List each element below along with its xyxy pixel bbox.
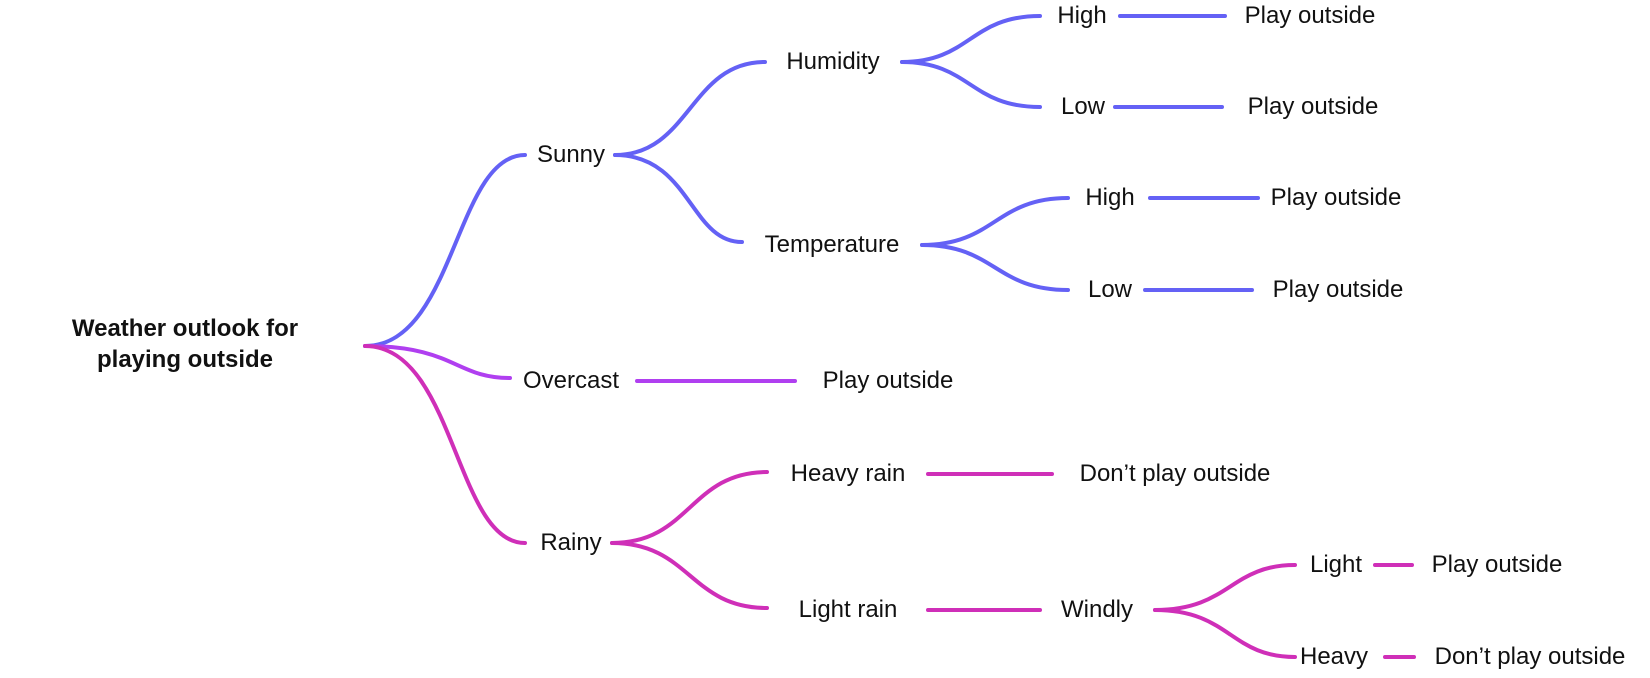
link-temperature-low [920,243,1070,292]
link-sunny-humidity [613,60,767,157]
outcome-temperature-high: Play outside [1270,184,1402,211]
node-rainy: Rainy [540,529,602,556]
node-overcast: Overcast [522,367,620,394]
node-windly: Windly [1060,596,1134,623]
node-temperature: Temperature [764,231,900,258]
link-rainy-light-rain [610,541,769,610]
node-heavy-rain: Heavy rain [790,460,906,487]
node-temperature-low: Low [1087,276,1133,303]
node-humidity-high: High [1057,2,1107,29]
link-root-sunny [363,153,527,348]
outcome-heavy-rain: Don’t play outside [1079,460,1271,487]
link-sunny-temperature [613,153,744,244]
node-humidity-low: Low [1060,93,1106,120]
link-windly-light [1153,563,1297,612]
root-label: Weather outlook for playing outside [71,314,299,373]
link-humidity-low [900,60,1042,109]
node-windly-light: Light [1309,551,1363,578]
outcome-temperature-low: Play outside [1272,276,1404,303]
link-windly-heavy [1153,608,1297,659]
node-sunny: Sunny [536,141,606,168]
node-humidity: Humidity [786,48,880,75]
link-humidity-high [900,14,1042,64]
outcome-windly-light: Play outside [1431,551,1563,578]
node-temperature-high: High [1085,184,1135,211]
outcome-humidity-high: Play outside [1244,2,1376,29]
outcome-overcast: Play outside [822,367,954,394]
link-temperature-high [920,196,1070,247]
outcome-humidity-low: Play outside [1247,93,1379,120]
node-windly-heavy: Heavy [1299,643,1369,670]
outcome-windly-heavy: Don’t play outside [1434,643,1626,670]
link-rainy-heavy-rain [610,470,769,545]
link-root-overcast [363,344,512,380]
node-light-rain: Light rain [798,596,898,623]
link-root-rainy [363,344,527,545]
